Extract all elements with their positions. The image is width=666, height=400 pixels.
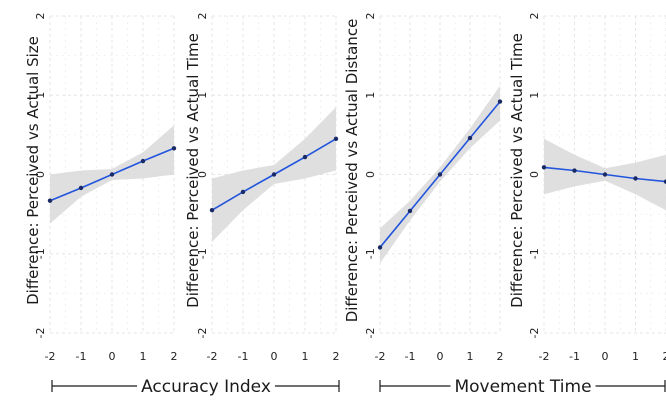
x-tick-label: 1 (140, 350, 147, 363)
plot-area (541, 138, 666, 211)
group-label: Accuracy Index (141, 377, 271, 397)
data-point (602, 172, 608, 177)
x-tick-label: 1 (467, 350, 474, 363)
y-tick-label: 1 (34, 92, 47, 99)
y-tick-label: 0 (196, 171, 209, 178)
x-tick-label: -1 (405, 350, 416, 363)
y-tick-label: 0 (364, 171, 377, 178)
y-tick-label: 0 (34, 171, 47, 178)
data-point (633, 176, 638, 181)
x-tick-label: 2 (663, 350, 666, 363)
x-tick-label: 1 (632, 350, 639, 363)
x-tick-label: 2 (333, 350, 340, 363)
data-point (572, 168, 577, 173)
x-tick-label: 0 (602, 350, 609, 363)
data-point (302, 154, 308, 160)
y-axis-title: Difference: Perceived vs Actual Time (508, 33, 526, 308)
data-point (109, 172, 115, 177)
data-point (271, 172, 277, 177)
y-axis-title: Difference: Perceived vs Actual Distance (343, 19, 361, 323)
y-tick-label: 2 (196, 13, 209, 20)
plot-area (47, 125, 177, 224)
y-tick-label: -1 (34, 248, 47, 259)
group-label: Movement Time (454, 377, 591, 397)
y-axis-title: Difference: Perceived vs Actual Time (184, 33, 202, 308)
data-point (407, 208, 413, 214)
grid (379, 15, 501, 334)
data-point (78, 185, 84, 191)
y-tick-label: 2 (364, 13, 377, 20)
data-point (333, 136, 339, 142)
x-tick-label: 0 (437, 350, 444, 363)
data-point (209, 207, 215, 213)
data-point (171, 146, 177, 151)
group-bracket-1: Accuracy Index (51, 377, 340, 397)
y-tick-label: -1 (196, 248, 209, 259)
data-point (140, 158, 146, 164)
data-point (497, 99, 503, 104)
y-tick-label: -1 (364, 248, 377, 259)
x-tick-label: -2 (375, 350, 386, 363)
data-point (377, 245, 383, 250)
x-tick-label: 1 (302, 350, 309, 363)
y-tick-label: -2 (34, 328, 47, 339)
x-tick-label: 0 (109, 350, 116, 363)
y-tick-label: 1 (528, 92, 541, 99)
panel-1: -2 -1 0 1 2 -2 -1 0 1 2 Difference: Perceived vs A… (24, 13, 178, 364)
y-tick-label: 1 (196, 92, 209, 99)
data-point (240, 189, 246, 195)
y-tick-label: 1 (364, 92, 377, 99)
x-tick-label: -2 (45, 350, 56, 363)
data-point (47, 198, 53, 203)
y-tick-label: 2 (528, 13, 541, 20)
x-tick-label: -2 (207, 350, 218, 363)
x-tick-label: -1 (569, 350, 580, 363)
x-tick-label: -1 (76, 350, 87, 363)
y-tick-label: -2 (528, 328, 541, 339)
y-tick-label: 2 (34, 13, 47, 20)
x-tick-label: 0 (271, 350, 278, 363)
panel-4: -2 -1 0 1 2 -2 -1 0 1 2 Difference: Perceived vs A… (508, 13, 666, 363)
data-point (663, 179, 666, 184)
data-point (541, 165, 547, 170)
x-tick-label: 2 (171, 350, 178, 363)
data-point (467, 135, 473, 141)
group-bracket-2: Movement Time (379, 377, 666, 397)
y-tick-label: -2 (196, 328, 209, 339)
y-axis-title: Difference: Perceived vs Actual Size (24, 36, 42, 305)
x-tick-label: -2 (539, 350, 550, 363)
plot-area (377, 85, 503, 264)
x-tick-label: 2 (497, 350, 504, 363)
data-point (437, 172, 443, 177)
y-tick-label: 0 (528, 171, 541, 178)
y-tick-label: -1 (528, 248, 541, 259)
x-tick-label: -1 (238, 350, 249, 363)
plot-area (209, 107, 339, 242)
y-tick-label: -2 (364, 328, 377, 339)
panel-2: -2 -1 0 1 2 -2 -1 0 1 2 Difference: Perceived vs A… (184, 13, 340, 364)
